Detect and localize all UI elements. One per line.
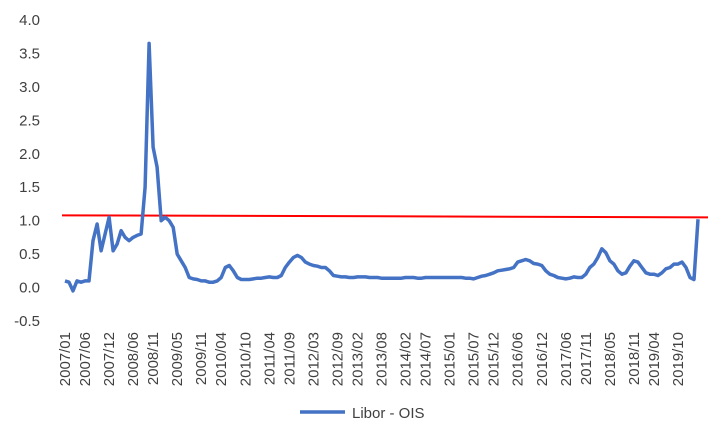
y-tick-label: -0.5 xyxy=(14,313,40,330)
x-tick-label: 2014/02 xyxy=(398,332,415,386)
y-tick-label: 0.0 xyxy=(19,280,40,297)
x-tick-label: 2007/06 xyxy=(77,332,94,386)
x-tick-label: 2015/01 xyxy=(442,332,459,386)
threshold-line xyxy=(61,214,709,219)
x-tick-label: 2007/01 xyxy=(57,332,74,386)
x-tick-label: 2016/12 xyxy=(534,332,551,386)
y-tick-label: 3.0 xyxy=(19,79,40,96)
x-tick-label: 2012/09 xyxy=(329,332,346,386)
plot-area xyxy=(61,41,709,293)
x-tick-label: 2013/02 xyxy=(349,332,366,386)
x-tick-label: 2007/12 xyxy=(101,332,118,386)
x-tick-label: 2019/04 xyxy=(646,332,663,386)
y-tick-label: 4.0 xyxy=(19,12,40,29)
y-tick-label: 3.5 xyxy=(19,45,40,62)
x-tick-label: 2009/11 xyxy=(193,332,210,385)
y-tick-label: 1.5 xyxy=(19,179,40,196)
x-tick-label: 2017/11 xyxy=(578,332,595,385)
x-tick-label: 2014/07 xyxy=(418,332,435,386)
x-tick-label: 2017/06 xyxy=(558,332,575,386)
x-tick-label: 2016/06 xyxy=(510,332,527,386)
x-tick-label: 2011/09 xyxy=(281,332,298,385)
y-tick-label: 2.5 xyxy=(19,112,40,129)
x-tick-label: 2015/07 xyxy=(466,332,483,386)
y-tick-label: 2.0 xyxy=(19,146,40,163)
x-tick-label: 2019/10 xyxy=(670,332,687,386)
x-tick-label: 2010/10 xyxy=(237,332,254,386)
legend: Libor - OIS xyxy=(300,405,425,422)
x-tick-label: 2018/05 xyxy=(602,332,619,386)
y-axis: 4.0 3.5 3.0 2.5 2.0 1.5 1.0 0.5 0.0 -0.5 xyxy=(14,12,40,330)
x-tick-label: 2012/03 xyxy=(305,332,322,386)
x-tick-label: 2008/06 xyxy=(125,332,142,386)
x-tick-label: 2018/11 xyxy=(626,332,643,385)
y-tick-label: 0.5 xyxy=(19,246,40,263)
series-line-libor-ois xyxy=(64,41,700,293)
x-tick-label: 2008/11 xyxy=(145,332,162,385)
x-tick-label: 2013/08 xyxy=(374,332,391,386)
x-tick-label: 2009/05 xyxy=(169,332,186,386)
x-tick-label: 2015/12 xyxy=(486,332,503,386)
y-tick-label: 1.0 xyxy=(19,213,40,230)
x-tick-label: 2011/04 xyxy=(261,332,278,385)
x-axis: 2007/01 2007/06 2007/12 2008/06 2008/11 2009/… xyxy=(57,332,687,386)
x-tick-label: 2010/04 xyxy=(213,332,230,386)
legend-label: Libor - OIS xyxy=(352,405,425,422)
